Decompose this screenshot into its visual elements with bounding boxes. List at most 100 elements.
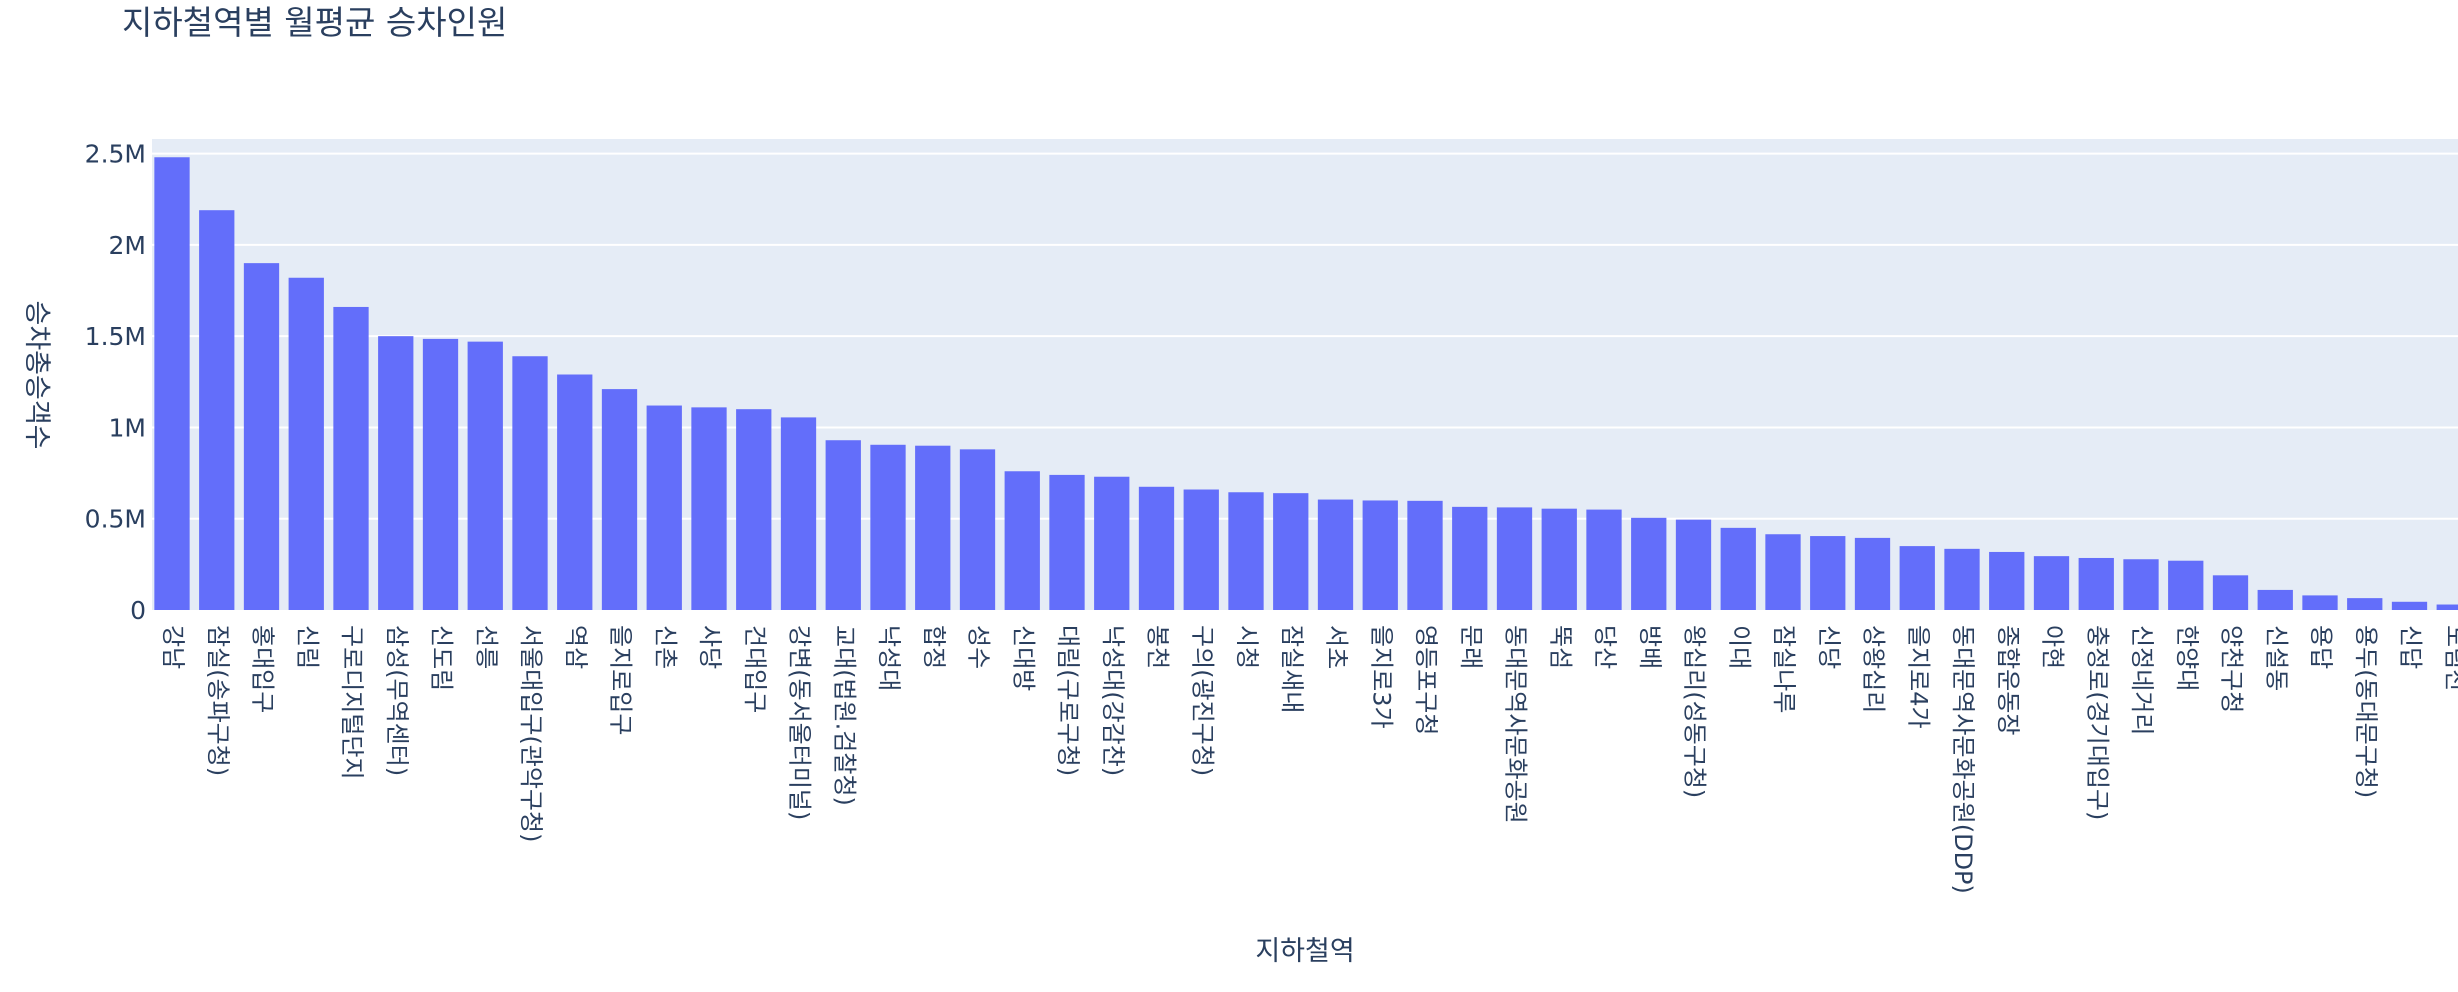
x-tick-label: 신당 [1815, 625, 1843, 669]
bar [736, 409, 772, 610]
x-tick-label: 교대(법원.검찰청) [830, 625, 858, 806]
x-tick-label: 낙성대 [875, 625, 903, 691]
bar [199, 210, 235, 610]
bar [154, 157, 190, 611]
bar [1720, 527, 1756, 610]
x-tick-label: 당산 [1591, 625, 1619, 669]
y-axis-title: 승차총승객수 [21, 300, 52, 449]
x-tick-label: 선릉 [472, 625, 500, 669]
bar [557, 374, 593, 610]
x-tick-label: 뚝섬 [1546, 625, 1574, 669]
x-tick-label: 왕십리(성동구청) [1681, 625, 1709, 798]
x-tick-label: 용답 [2307, 625, 2335, 669]
x-tick-label: 합정 [920, 625, 948, 669]
x-tick-label: 봉천 [1144, 625, 1172, 669]
x-tick-label: 강변(동서울터미널) [786, 625, 814, 820]
bar [780, 417, 817, 610]
x-tick-label: 건대입구 [741, 625, 769, 713]
x-tick-label: 서울대입구(관악구청) [517, 625, 545, 842]
x-tick-label: 도림천 [2441, 625, 2458, 691]
bar [333, 306, 369, 610]
bar [1944, 548, 1980, 610]
bar [2078, 557, 2114, 610]
bar [2168, 560, 2204, 610]
bar [1004, 471, 1040, 610]
x-tick-label: 을지로3가 [1367, 625, 1395, 729]
x-tick-label: 신림 [293, 625, 321, 669]
x-tick-label: 신정네거리 [2128, 625, 2156, 735]
x-axis-title: 지하철역 [1255, 936, 1354, 967]
x-tick-label: 홍대입구 [249, 625, 277, 713]
bar [1273, 493, 1309, 610]
bar [2347, 598, 2383, 610]
bar [1452, 506, 1488, 610]
bar [243, 263, 280, 610]
bar [1675, 519, 1712, 610]
x-tick-label: 한양대 [2173, 625, 2201, 691]
bar [691, 407, 727, 610]
x-tick-label: 구로디지털단지 [338, 625, 366, 780]
y-tick-label: 2M [109, 231, 146, 260]
bar [601, 389, 638, 610]
x-tick-label: 충정로(경기대입구) [2083, 625, 2111, 820]
x-tick-label: 잠실(송파구청) [204, 625, 232, 776]
x-tick-label: 동대문역사문화공원 [1502, 625, 1530, 824]
x-tick-label: 신대방 [1009, 625, 1037, 691]
x-tick-label: 대림(구로구청) [1054, 625, 1082, 776]
bar [512, 356, 548, 610]
bar [825, 440, 861, 610]
x-tick-label: 을지로4가 [1904, 625, 1932, 729]
x-tick-label: 신촌 [651, 625, 679, 669]
y-tick-label: 2.5M [85, 140, 146, 169]
y-tick-label: 0.5M [85, 505, 146, 534]
bar [2212, 575, 2249, 610]
x-tick-label: 시청 [1233, 625, 1261, 669]
x-tick-label: 동대문역사문화공원(DDP) [1949, 625, 1977, 894]
bar [915, 445, 951, 610]
x-axis-ticks: 강남 잠실(송파구청) 홍대입구 신림 구로디지털단지 삼성(무역센터) 신도림 선릉 서울대입… [159, 625, 2458, 894]
bar [646, 405, 682, 610]
bars [154, 157, 2458, 611]
bar [1854, 537, 1891, 610]
bar [2391, 601, 2428, 610]
bar [378, 336, 414, 610]
bar [1407, 500, 1443, 610]
x-tick-label: 잠실새내 [1278, 625, 1306, 713]
bar [1631, 517, 1667, 610]
x-tick-label: 방배 [1636, 625, 1664, 669]
y-tick-label: 1M [109, 413, 146, 442]
x-tick-label: 삼성(무역센터) [383, 625, 411, 776]
bar [2436, 604, 2458, 610]
x-tick-label: 용두(동대문구청) [2352, 625, 2380, 798]
bar [870, 444, 906, 610]
x-tick-label: 잠실나루 [1770, 625, 1798, 713]
bar [1183, 489, 1219, 610]
bar [1586, 509, 1622, 610]
x-tick-label: 종합운동장 [1994, 625, 2022, 735]
bar [2033, 556, 2070, 610]
x-tick-label: 역삼 [562, 625, 590, 669]
x-tick-label: 신답 [2397, 625, 2425, 669]
y-tick-label: 0 [130, 596, 146, 625]
x-tick-label: 서초 [1323, 625, 1351, 669]
x-tick-label: 사당 [696, 625, 724, 669]
x-tick-label: 상왕십리 [1860, 625, 1888, 713]
bar [2123, 559, 2159, 610]
bar [1765, 534, 1801, 610]
x-tick-label: 영등포구청 [1412, 625, 1440, 735]
x-tick-label: 을지로입구 [607, 625, 635, 735]
bar [2302, 595, 2338, 610]
bar [1899, 546, 1935, 610]
bar [1362, 500, 1398, 610]
x-tick-label: 신설동 [2262, 625, 2290, 691]
bar [1496, 507, 1533, 610]
bar [1049, 474, 1085, 610]
bar [2257, 589, 2293, 610]
x-tick-label: 낙성대(강감찬) [1099, 625, 1127, 776]
x-tick-label: 신도림 [428, 625, 456, 691]
bar [1228, 492, 1264, 610]
x-tick-label: 구의(광진구청) [1188, 625, 1216, 776]
bar [1138, 486, 1175, 610]
